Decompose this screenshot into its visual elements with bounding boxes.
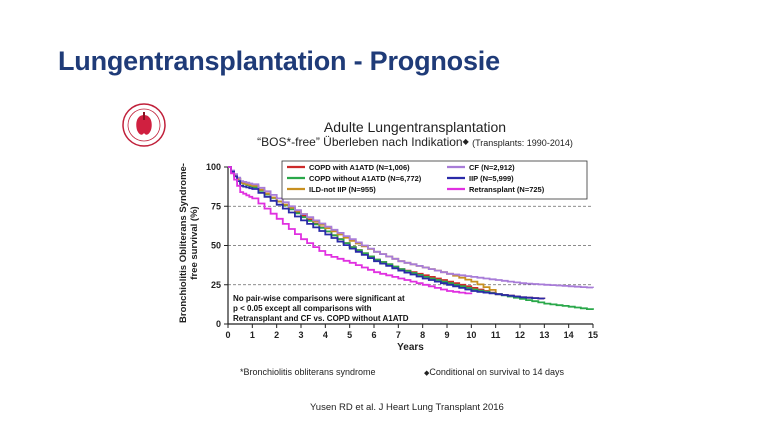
x-tick-label: 1 [250,330,255,340]
x-tick-label: 11 [491,330,501,340]
legend-label: COPD without A1ATD (N=6,772) [309,174,422,183]
footnote-conditional: ◆Conditional on survival to 14 days [424,367,564,377]
slide-title: Lungentransplantation - Prognosie [58,46,500,76]
x-tick-label: 14 [564,330,574,340]
x-tick-label: 12 [515,330,525,340]
footnote-mark: ◆ [424,370,430,377]
x-tick-label: 6 [371,330,376,340]
x-tick-label: 0 [225,330,230,340]
subtitle-note: (Transplants: 1990-2014) [472,138,573,148]
x-axis-label: Years [397,342,424,353]
legend-label: CF (N=2,912) [469,163,515,172]
legend-label: Retransplant (N=725) [469,185,545,194]
legend-label: COPD with A1ATD (N=1,006) [309,163,410,172]
legend-label: ILD-not IIP (N=955) [309,185,376,194]
ishlt-seal-icon [122,103,166,147]
x-tick-label: 8 [420,330,425,340]
x-tick-label: 7 [396,330,401,340]
x-tick-label: 3 [298,330,303,340]
y-tick-label: 0 [216,319,221,329]
annotation-line: No pair-wise comparisons were significan… [233,294,405,303]
x-tick-label: 4 [323,330,328,340]
chart-title-block: Adulte Lungentransplantation “BOS*-free”… [230,120,600,150]
citation: Yusen RD et al. J Heart Lung Transplant … [310,402,504,413]
annotation-line: p < 0.05 except all comparisons with [233,304,372,313]
legend-box [281,160,588,200]
y-tick-label: 75 [211,201,221,211]
x-tick-label: 10 [466,330,476,340]
series-line [228,166,594,289]
x-tick-label: 5 [347,330,352,340]
x-tick-label: 15 [588,330,598,340]
legend-label: IIP (N=5,999) [469,174,514,183]
y-tick-label: 100 [206,162,221,172]
x-tick-label: 2 [274,330,279,340]
chart-annotation: No pair-wise comparisons were significan… [233,294,409,324]
x-tick-label: 9 [444,330,449,340]
x-tick-label: 13 [539,330,549,340]
subtitle-mark: ◆ [462,137,469,146]
y-tick-label: 25 [211,280,221,290]
y-tick-label: 50 [211,241,221,251]
chart-title: Adulte Lungentransplantation [323,119,507,135]
chart-subtitle: “BOS*-free” Überleben nach Indikation◆ (… [257,135,573,149]
annotation-line: Retransplant and CF vs. COPD without A1A… [233,314,409,323]
series-line [228,166,546,300]
footnote-bos: *Bronchiolitis obliterans syndrome [240,367,376,377]
series-line [228,166,473,295]
